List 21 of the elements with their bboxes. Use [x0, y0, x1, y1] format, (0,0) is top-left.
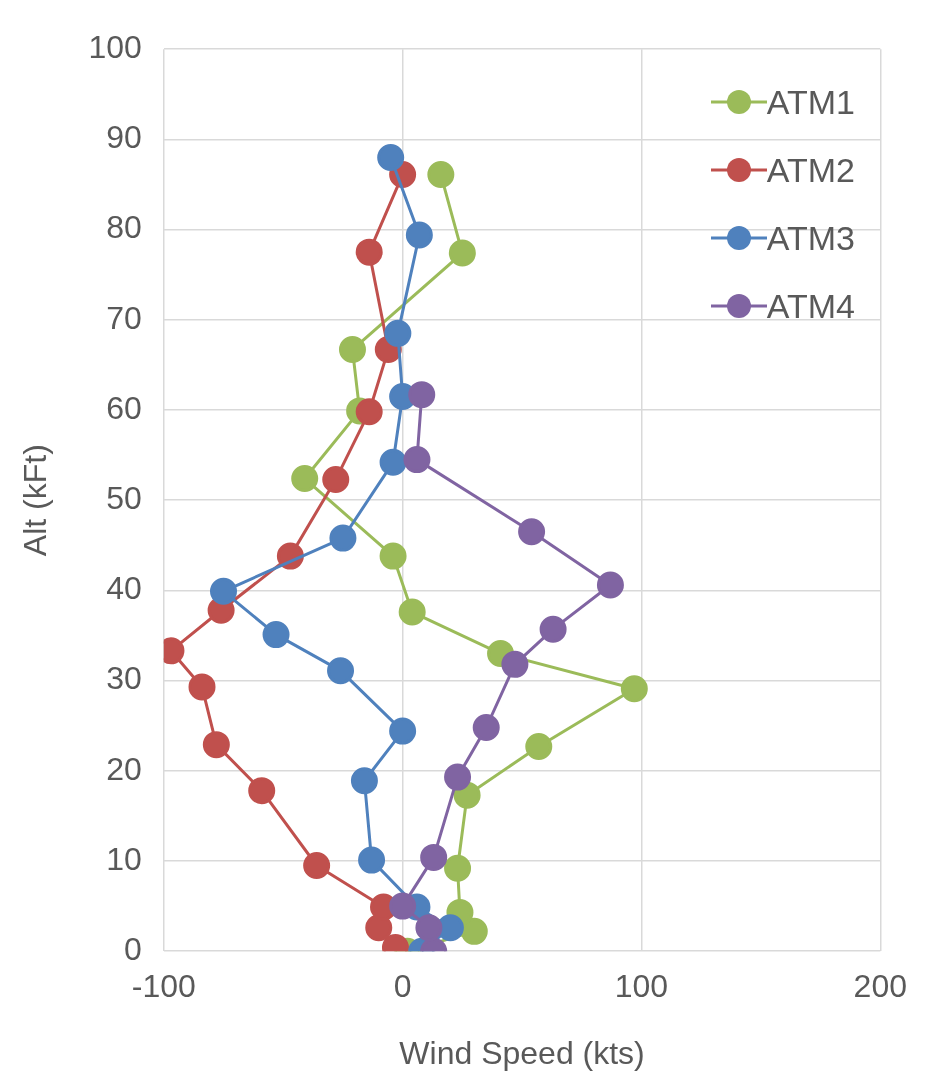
y-tick-label: 40 [106, 570, 142, 607]
y-tick-label: 10 [106, 840, 142, 877]
x-tick-label: 100 [614, 968, 669, 1005]
y-tick-label: 80 [106, 209, 142, 246]
legend-label: ATM1 [766, 82, 855, 122]
y-tick-label: 100 [88, 29, 142, 66]
y-tick-label: 90 [106, 119, 142, 156]
y-tick-label: 60 [106, 389, 142, 426]
y-tick-label: 50 [106, 480, 142, 517]
y-axis-title: Alt (kFt) [17, 444, 54, 557]
legend-label: ATM4 [766, 286, 855, 326]
y-tick-label: 70 [106, 299, 142, 336]
x-tick-label: -100 [131, 968, 196, 1005]
y-tick-label: 30 [106, 660, 142, 697]
legend-label: ATM2 [766, 150, 855, 190]
y-tick-label: 0 [123, 931, 142, 968]
y-tick-label: 20 [106, 750, 142, 787]
legend-label: ATM3 [766, 218, 855, 258]
x-tick-label: 200 [853, 968, 907, 1005]
x-tick-label: 0 [393, 968, 412, 1005]
x-axis-title: Wind Speed (kts) [399, 1034, 645, 1071]
